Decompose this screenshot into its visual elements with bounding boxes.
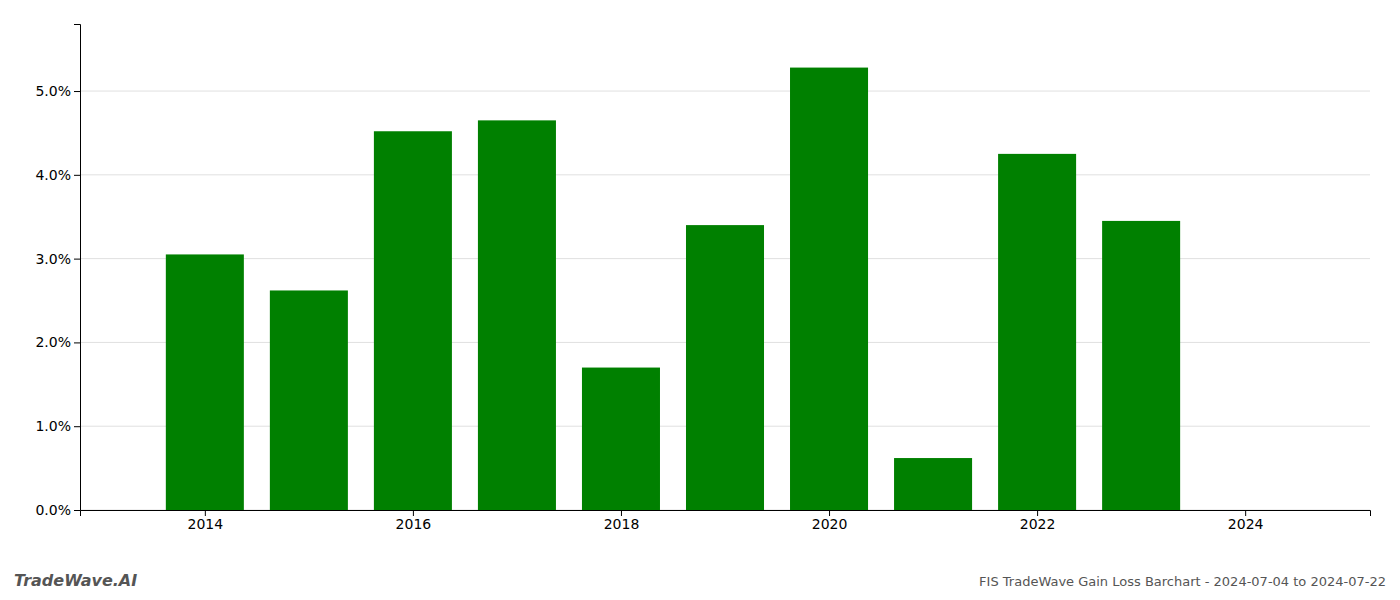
y-tick-label: 4.0%	[35, 167, 71, 183]
y-tick-mark	[74, 510, 80, 511]
y-tick: 3.0%	[35, 251, 80, 267]
x-tick: 2024	[1228, 510, 1264, 532]
bar	[270, 290, 348, 510]
y-tick-label: 0.0%	[35, 502, 71, 518]
bar	[478, 120, 556, 510]
bar	[1102, 221, 1180, 510]
x-tick: 2016	[396, 510, 432, 532]
bar	[582, 368, 660, 510]
bars	[166, 68, 1180, 510]
y-tick: 4.0%	[35, 167, 80, 183]
x-tick: 2022	[1020, 510, 1056, 532]
chart-svg: 2014 2016 2018 2020 2022 2024 0.0% 1.0% 2.0% 3.0%…	[0, 0, 1400, 600]
y-tick-mark	[74, 259, 80, 260]
x-tick-label: 2024	[1228, 516, 1264, 532]
bar	[894, 458, 972, 510]
x-tick-label: 2020	[812, 516, 848, 532]
grid-line	[80, 174, 1370, 175]
y-tick-label: 3.0%	[35, 251, 71, 267]
bar	[686, 225, 764, 510]
x-axis: 2014 2016 2018 2020 2022 2024	[81, 510, 1371, 532]
x-tick: 2018	[604, 510, 640, 532]
footnote-right: FIS TradeWave Gain Loss Barchart - 2024-…	[979, 574, 1386, 589]
plot-area: 2014 2016 2018 2020 2022 2024 0.0% 1.0% 2.0% 3.0%…	[35, 25, 1370, 532]
y-tick: 2.0%	[35, 334, 80, 350]
x-tick-label: 2018	[604, 516, 640, 532]
y-tick: 5.0%	[35, 83, 80, 99]
y-tick-mark	[74, 91, 80, 92]
y-tick-mark	[74, 175, 80, 176]
y-tick: 1.0%	[35, 418, 80, 434]
y-tick-label: 2.0%	[35, 334, 71, 350]
bar	[166, 254, 244, 510]
grid-line	[80, 91, 1370, 92]
y-tick: 0.0%	[35, 502, 80, 518]
x-tick-label: 2016	[396, 516, 432, 532]
x-tick-label: 2014	[188, 516, 224, 532]
bar	[374, 131, 452, 510]
y-tick-mark	[74, 426, 80, 427]
y-axis: 0.0% 1.0% 2.0% 3.0% 4.0% 5.0%	[35, 25, 80, 518]
y-axis-line	[74, 25, 81, 511]
x-tick-label: 2022	[1020, 516, 1056, 532]
y-tick-label: 5.0%	[35, 83, 71, 99]
x-tick: 2014	[188, 510, 224, 532]
grid	[80, 91, 1370, 510]
x-tick: 2020	[812, 510, 848, 532]
bar	[998, 154, 1076, 510]
x-axis-line	[81, 511, 1371, 517]
y-tick-label: 1.0%	[35, 418, 71, 434]
chart-container: 2014 2016 2018 2020 2022 2024 0.0% 1.0% 2.0% 3.0%…	[0, 0, 1400, 600]
y-tick-mark	[74, 342, 80, 343]
bar	[790, 68, 868, 510]
footnote-left: TradeWave.AI	[14, 571, 137, 590]
